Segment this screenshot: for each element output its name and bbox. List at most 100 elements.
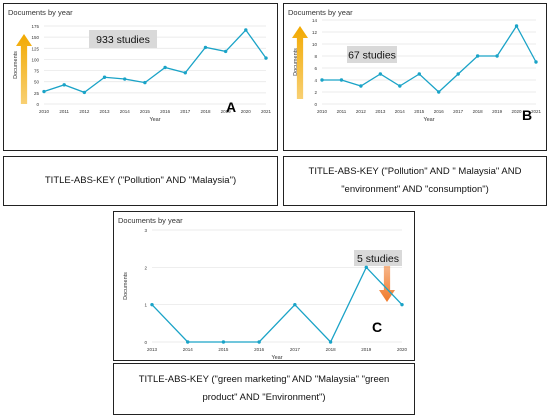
chart-b-xtick-label: 2012 [356, 109, 367, 114]
chart-a-xtick-label: 2015 [140, 109, 151, 114]
chart-a-data-point [244, 28, 248, 32]
chart-c-annotation: 5 studies [357, 253, 399, 265]
caption-b-line-1: TITLE-ABS-KEY ("Pollution" AND " Malaysi… [308, 165, 522, 177]
chart-a-ytick-label: 75 [34, 69, 40, 74]
chart-b-data-point [320, 78, 324, 82]
chart-a-data-point [163, 65, 167, 70]
chart-b-xtick-label: 2017 [453, 109, 464, 114]
chart-b-xtick-label: 2013 [375, 109, 386, 114]
chart-a-arrow-icon [16, 34, 32, 104]
chart-a-data-point [42, 89, 46, 94]
chart-c-data-point [257, 340, 261, 344]
chart-b-arrow-icon [292, 26, 308, 99]
chart-c-xtick-label: 2013 [147, 347, 158, 352]
chart-a-xtick-label: 2016 [160, 109, 171, 114]
chart-a-ylabel: Documents [13, 51, 19, 79]
chart-b-ytick-label: 10 [312, 42, 318, 47]
chart-b-data-point [339, 78, 344, 82]
chart-a-xtick-label: 2014 [120, 109, 131, 114]
caption-c: TITLE-ABS-KEY ("green marketing" AND "Ma… [113, 363, 415, 415]
chart-c-series-line [151, 266, 403, 344]
chart-b-xtick-label: 2021 [531, 109, 542, 114]
chart-a-xtick-label: 2018 [200, 109, 211, 114]
chart-c-xtick-label: 2016 [254, 347, 265, 352]
chart-b-data-point [378, 72, 383, 76]
caption-a-text: TITLE-ABS-KEY ("Pollution" AND "Malaysia… [44, 174, 237, 186]
chart-a-data-point [82, 90, 87, 95]
chart-panel-a: Documents by year 0 25 50 75 100 125 150 175 2010… [3, 3, 278, 151]
chart-c-data-point [364, 265, 368, 270]
chart-c-ytick-label: 3 [144, 228, 147, 233]
caption-b: TITLE-ABS-KEY ("Pollution" AND " Malaysi… [283, 156, 547, 206]
chart-a-data-point [62, 83, 66, 87]
chart-b-ytick-label: 8 [314, 54, 317, 59]
chart-b-data-point [456, 72, 460, 76]
chart-a-xtick-label: 2013 [100, 109, 111, 114]
chart-c-ytick-label: 0 [144, 340, 147, 345]
chart-b-data-point [359, 84, 363, 88]
chart-a-data-point [223, 49, 228, 54]
chart-a-xtick-label: 2011 [59, 109, 69, 114]
chart-b-ytick-label: 0 [314, 102, 317, 107]
chart-c-xtick-label: 2014 [183, 347, 194, 352]
chart-b-panel-label: B [522, 107, 532, 123]
chart-c-panel-label: C [372, 319, 382, 335]
chart-c-data-point [221, 340, 226, 344]
chart-c-xlabel: Year [271, 355, 282, 359]
chart-a-annotation-bg [89, 30, 157, 48]
chart-b-xtick-label: 2020 [512, 109, 523, 114]
chart-a-data-point [183, 71, 187, 75]
chart-a-title: Documents by year [8, 8, 73, 17]
chart-c-data-point [186, 340, 190, 344]
chart-c-title: Documents by year [118, 216, 183, 225]
chart-b-annotation: 67 studies [348, 50, 396, 62]
chart-a-ytick-label: 50 [34, 80, 40, 85]
chart-c-ylabel: Documents [123, 272, 129, 300]
chart-b-data-point [534, 60, 538, 64]
chart-b-title: Documents by year [288, 8, 353, 17]
chart-c-xtick-label: 2018 [326, 347, 337, 352]
chart-a-xtick-label: 2021 [261, 109, 272, 114]
chart-b-ytick-label: 6 [314, 66, 317, 71]
chart-b-xtick-label: 2014 [395, 109, 406, 114]
chart-c-ytick-label: 1 [144, 303, 147, 308]
chart-b-xtick-label: 2019 [492, 109, 503, 114]
chart-c-data-point [328, 340, 333, 344]
chart-c-xtick-label: 2015 [218, 347, 229, 352]
chart-a-ytick-label: 100 [31, 57, 39, 62]
caption-c-line-2: product" AND "Environment") [202, 392, 326, 403]
chart-b-ytick-label: 14 [312, 18, 318, 23]
chart-b-ytick-label: 4 [314, 78, 317, 83]
chart-a-xtick-label: 2019 [221, 109, 232, 114]
chart-c-svg: Documents by year 0 1 2 3 2013 2014 2015 2016 201… [118, 216, 408, 361]
chart-c-data-point [293, 302, 297, 307]
chart-a-xtick-label: 2012 [79, 109, 90, 114]
chart-a-xtick-label: 2020 [241, 109, 252, 114]
chart-panel-c: Documents by year 0 1 2 3 2013 2014 2015 2016 201… [113, 211, 415, 361]
caption-a: TITLE-ABS-KEY ("Pollution" AND "Malaysia… [3, 156, 278, 206]
chart-b-xtick-label: 2015 [414, 109, 425, 114]
chart-b-xtick-label: 2018 [473, 109, 484, 114]
chart-b-xlabel: Year [423, 117, 434, 123]
chart-b-data-point [398, 84, 402, 88]
chart-a-ytick-label: 175 [31, 24, 39, 29]
chart-a-annotation: 933 studies [96, 34, 150, 46]
chart-a-ytick-label: 0 [36, 102, 39, 107]
chart-a-ytick-label: 125 [31, 46, 39, 51]
chart-b-data-point [514, 24, 519, 28]
chart-b-annotation-bg [347, 46, 397, 63]
chart-c-xtick-label: 2017 [290, 347, 301, 352]
chart-b-data-point [437, 90, 441, 94]
chart-c-xtick-label: 2019 [361, 347, 372, 352]
chart-a-data-point [143, 80, 147, 85]
chart-a-panel-label: A [226, 99, 236, 115]
caption-c-line-1: TITLE-ABS-KEY ("green marketing" AND "Ma… [138, 373, 390, 385]
chart-c-xtick-label: 2020 [397, 347, 408, 352]
chart-a-data-point [102, 75, 107, 79]
chart-c-ytick-label: 2 [144, 265, 147, 270]
chart-a-xtick-label: 2010 [39, 109, 50, 114]
caption-b-line-2: "environment" AND "consumption") [341, 184, 489, 195]
chart-b-xtick-label: 2011 [337, 109, 347, 114]
chart-a-data-point [123, 77, 127, 81]
chart-b-data-point [475, 54, 480, 58]
